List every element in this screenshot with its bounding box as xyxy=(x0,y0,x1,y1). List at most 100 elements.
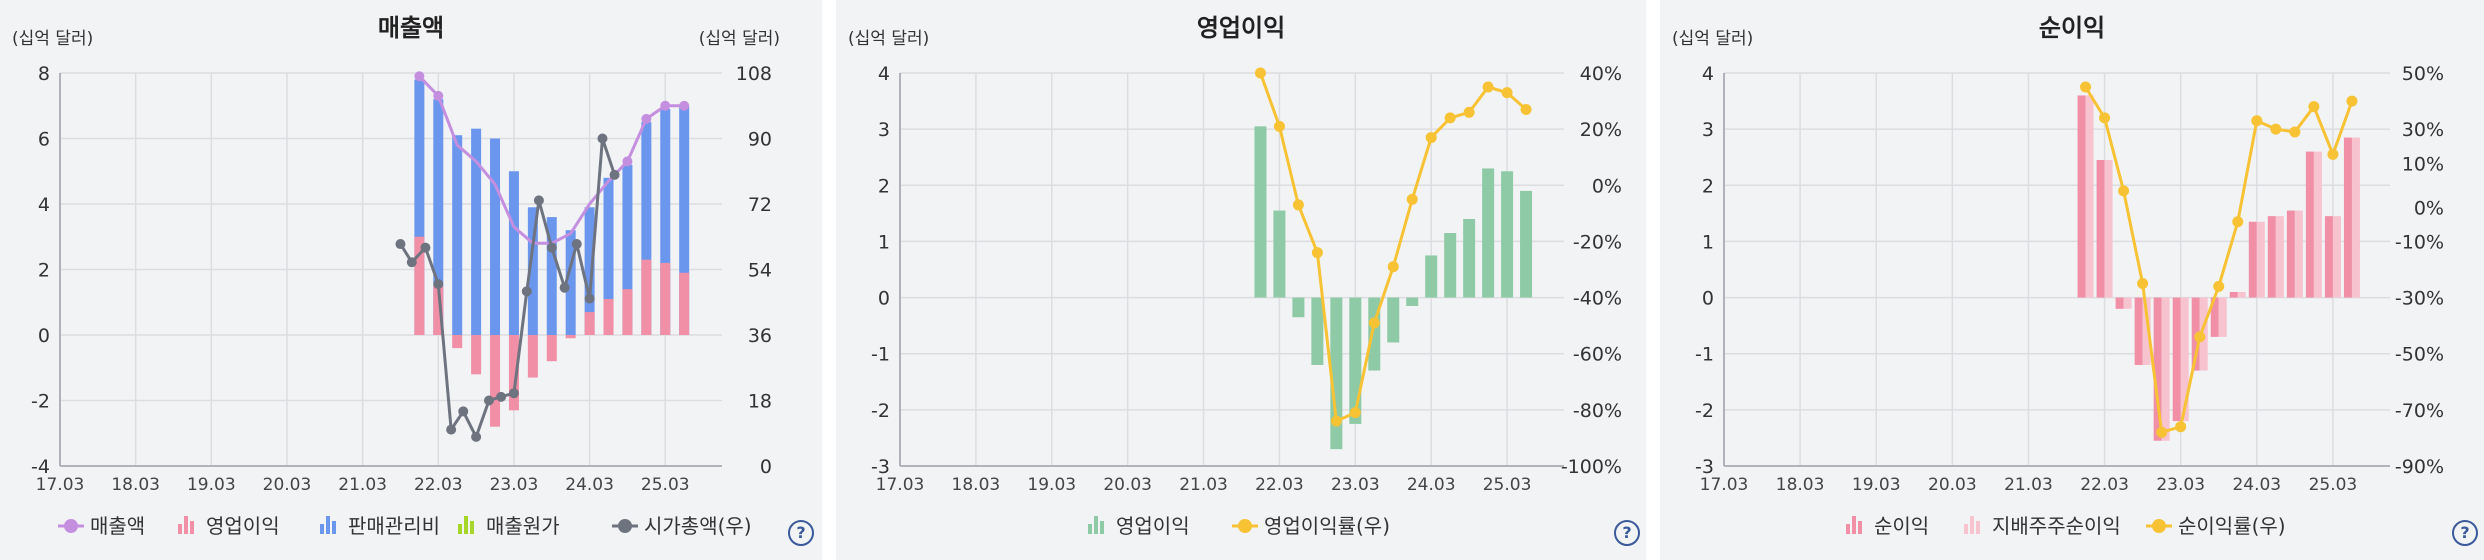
legend-label: 영업이익 xyxy=(206,514,280,538)
y-tick-label: -4 xyxy=(31,456,50,478)
help-icon[interactable]: ? xyxy=(788,520,814,546)
x-tick-label: 18.03 xyxy=(111,475,160,495)
left-axis-unit: (십억 달러) xyxy=(1672,29,1753,49)
market-cap-point xyxy=(483,395,494,406)
legend-bar-icon xyxy=(464,516,468,534)
legend-dot-icon xyxy=(64,519,78,533)
sga-bar xyxy=(433,99,444,335)
x-tick-label: 21.03 xyxy=(2004,475,2053,495)
legend-label: 매출원가 xyxy=(486,514,560,538)
help-icon[interactable]: ? xyxy=(2452,520,2478,546)
legend-label: 지배주주순이익 xyxy=(1992,514,2121,538)
operating-margin-point xyxy=(1520,103,1532,115)
operating-margin-point xyxy=(1501,87,1513,99)
controlling-net-income-bar xyxy=(2313,151,2322,298)
x-tick-label: 24.03 xyxy=(565,475,614,495)
market-cap-point xyxy=(458,406,469,417)
controlling-net-income-bar xyxy=(2161,297,2170,441)
market-cap-point xyxy=(471,431,482,442)
x-tick-label: 23.03 xyxy=(490,475,539,495)
net-margin-point xyxy=(2308,101,2320,113)
legend-bar-icon xyxy=(320,524,324,534)
y-tick-label: -2 xyxy=(1695,400,1714,422)
market-cap-point xyxy=(521,286,532,297)
revenue-point xyxy=(622,156,633,167)
market-cap-point xyxy=(597,133,608,144)
controlling-net-income-bar xyxy=(2180,297,2189,422)
operating-profit-bar xyxy=(679,272,690,335)
y-tick-label: -1 xyxy=(871,344,890,366)
operating-profit-bar xyxy=(622,289,633,335)
legend-bar-icon xyxy=(1858,521,1862,534)
left-axis-unit: (십억 달러) xyxy=(848,29,929,49)
sga-bar xyxy=(508,171,519,335)
revenue-chart-panel: 매출액 (십억 달러) (십억 달러) -4 -2 0 2 4 6 8 0 18 36 54 72 90 108… xyxy=(0,0,822,560)
right-axis-unit: (십억 달러) xyxy=(699,29,780,49)
operating-profit-bar xyxy=(508,335,519,411)
y2-tick-label: -10% xyxy=(2395,231,2444,253)
net-income-bar xyxy=(2153,297,2162,441)
revenue-point xyxy=(433,90,444,101)
y-tick-label: 8 xyxy=(38,63,50,85)
y2-tick-label: 36 xyxy=(748,325,772,347)
legend-label: 매출액 xyxy=(90,514,145,538)
operating-margin-point xyxy=(1444,112,1456,124)
y2-tick-label: 90 xyxy=(748,129,772,151)
operating-profit-bar xyxy=(1482,168,1495,298)
legend-label: 영업이익 xyxy=(1116,514,1190,538)
operating-margin-point xyxy=(1425,132,1437,144)
revenue-point xyxy=(641,113,652,124)
market-cap-line xyxy=(399,138,616,441)
x-tick-label: 20.03 xyxy=(1103,475,1152,495)
x-tick-label: 18.03 xyxy=(1776,475,1825,495)
operating-profit-bar xyxy=(490,335,501,427)
x-tick-label: 25.03 xyxy=(1483,475,1532,495)
sga-bar xyxy=(641,122,652,335)
market-cap-point xyxy=(496,391,507,402)
y-tick-label: -2 xyxy=(31,391,50,413)
net-income-bar xyxy=(2210,297,2219,337)
market-cap-point xyxy=(571,239,582,250)
y2-tick-label: -20% xyxy=(1573,231,1622,253)
sga-bar xyxy=(546,217,557,335)
x-tick-label: 19.03 xyxy=(1852,475,1901,495)
operating-profit-bar xyxy=(452,335,463,349)
net-income-bar xyxy=(2343,137,2352,298)
legend-bar-icon xyxy=(332,521,336,534)
x-tick-label: 17.03 xyxy=(876,475,925,495)
net-income-bar xyxy=(2286,210,2295,298)
operating-profit-bar xyxy=(527,335,538,378)
y2-tick-label: 30% xyxy=(2402,119,2444,141)
y-tick-label: 0 xyxy=(878,288,890,310)
operating-profit-bar xyxy=(1387,297,1400,343)
legend-bar-icon xyxy=(1846,524,1850,534)
revenue-point xyxy=(660,100,671,111)
y-tick-label: 2 xyxy=(38,260,50,282)
net-margin-point xyxy=(2118,185,2130,197)
net-income-chart: 순이익 (십억 달러) -3 -2 -1 0 1 2 3 4 -90% -70% -50% -30% -10… xyxy=(1672,14,2444,538)
net-margin-point xyxy=(2099,112,2111,124)
y2-tick-label: 50% xyxy=(2402,63,2444,85)
operating-margin-point xyxy=(1368,317,1380,329)
operating-profit-bar xyxy=(1463,218,1476,298)
x-tick-label: 21.03 xyxy=(1179,475,1228,495)
help-icon[interactable]: ? xyxy=(1614,520,1640,546)
y-tick-label: 0 xyxy=(38,325,50,347)
net-margin-point xyxy=(2137,278,2149,290)
market-cap-point xyxy=(446,424,457,435)
net-margin-point xyxy=(2080,81,2092,93)
sga-bar xyxy=(660,109,671,336)
sga-bar xyxy=(584,207,595,335)
net-margin-point xyxy=(2232,216,2244,228)
operating-margin-point xyxy=(1406,193,1418,205)
y2-tick-label: 20% xyxy=(1580,119,1622,141)
market-cap-point xyxy=(420,242,431,253)
operating-margin-point xyxy=(1349,407,1361,419)
y2-tick-label: -70% xyxy=(2395,400,2444,422)
operating-profit-bar xyxy=(603,298,614,335)
net-margin-point xyxy=(2156,426,2168,438)
controlling-net-income-bar xyxy=(2275,216,2284,298)
x-tick-label: 23.03 xyxy=(1331,475,1380,495)
net-margin-point xyxy=(2194,331,2206,343)
net-margin-point xyxy=(2270,123,2282,135)
